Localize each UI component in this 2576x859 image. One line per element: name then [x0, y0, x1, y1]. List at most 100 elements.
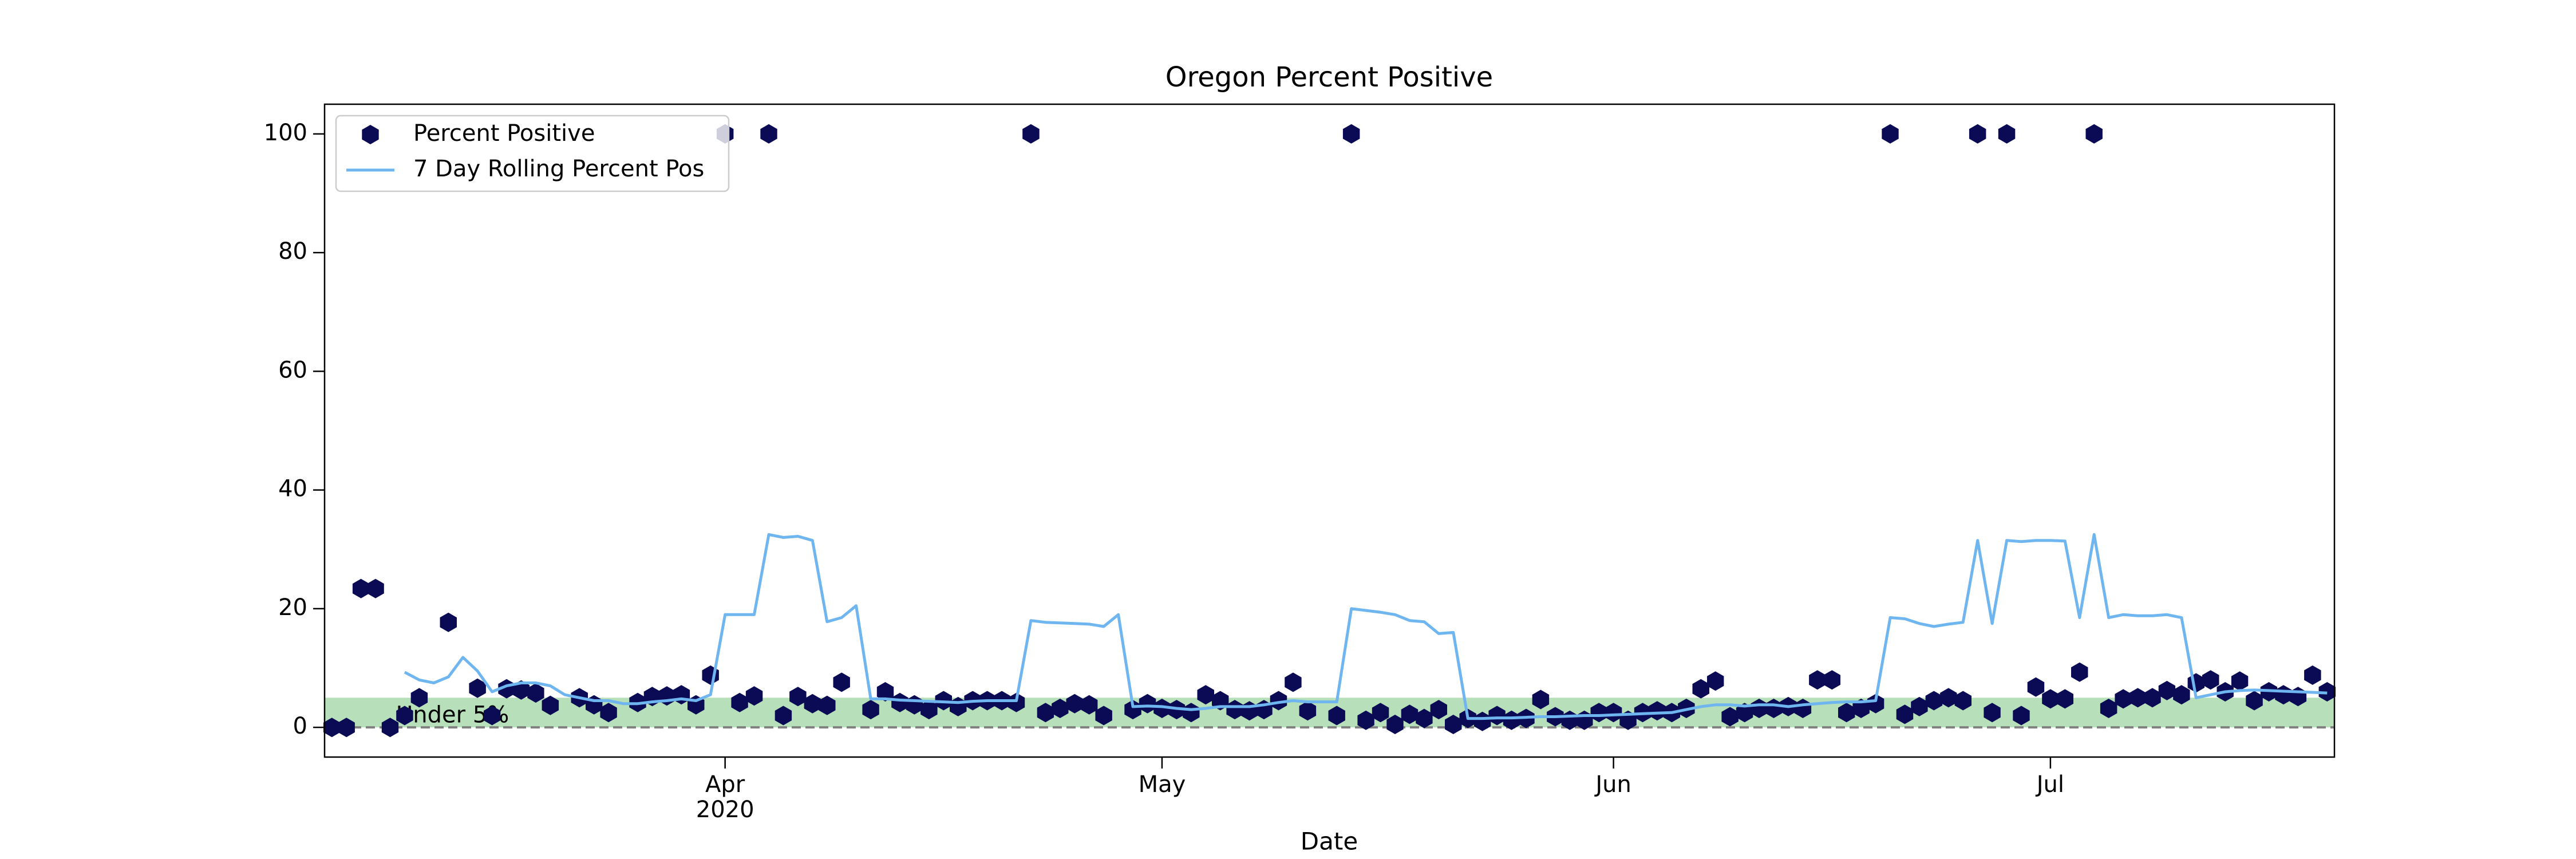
- data-point: [1285, 672, 1302, 692]
- data-point: [440, 612, 457, 632]
- data-point: [1896, 704, 1914, 724]
- legend-marker: [362, 125, 379, 144]
- data-point: [1416, 708, 1433, 728]
- data-point: [1445, 715, 1462, 734]
- data-point: [804, 693, 821, 714]
- data-point: [1838, 703, 1855, 723]
- data-point: [1809, 670, 1826, 690]
- data-point: [2144, 688, 2161, 708]
- data-point: [338, 718, 355, 738]
- data-point: [1721, 707, 1739, 727]
- data-point: [1969, 124, 1986, 144]
- data-point: [1882, 124, 1899, 144]
- y-tick-label: 80: [278, 238, 307, 265]
- data-point: [731, 692, 748, 712]
- data-point: [876, 682, 894, 702]
- data-point: [352, 578, 370, 598]
- x-axis-label: Date: [1301, 828, 1358, 856]
- data-point: [2173, 685, 2190, 705]
- data-point: [1197, 685, 1214, 705]
- data-point: [542, 695, 559, 715]
- plot-frame: [323, 103, 2336, 758]
- data-point: [1925, 691, 1943, 711]
- data-point: [2085, 124, 2103, 144]
- data-point: [1022, 124, 1040, 144]
- data-point: [2115, 689, 2132, 709]
- chart-title: Oregon Percent Positive: [1165, 61, 1493, 93]
- data-point: [381, 718, 399, 738]
- data-point: [1488, 706, 1506, 726]
- data-point: [483, 706, 501, 726]
- data-point: [2042, 689, 2059, 709]
- data-point: [789, 687, 807, 707]
- data-point: [1532, 689, 1550, 710]
- data-point: [2202, 670, 2219, 690]
- data-point: [323, 718, 341, 738]
- data-point: [1692, 679, 1709, 699]
- data-point: [862, 700, 879, 720]
- data-point: [1081, 695, 1098, 715]
- data-point: [1270, 691, 1287, 711]
- data-point: [1052, 699, 1069, 718]
- data-point: [1430, 700, 1447, 720]
- data-point: [1299, 701, 1317, 721]
- data-point: [1649, 701, 1666, 721]
- data-point: [1372, 703, 1389, 723]
- data-point: [2246, 691, 2263, 711]
- data-point: [1998, 124, 2016, 144]
- data-point: [1226, 700, 1243, 720]
- data-point: [2129, 688, 2147, 708]
- data-point: [775, 706, 792, 726]
- data-point: [1867, 693, 1884, 714]
- data-point: [1183, 703, 1200, 723]
- data-point: [1342, 124, 1360, 144]
- data-point: [833, 672, 850, 692]
- x-tick-label: Jul: [2035, 771, 2064, 798]
- data-point: [2013, 706, 2030, 726]
- data-point: [527, 683, 544, 703]
- data-point: [600, 703, 617, 723]
- data-point: [2231, 671, 2249, 691]
- data-point: [1503, 710, 1520, 730]
- data-point: [2304, 665, 2321, 685]
- data-point: [2100, 699, 2117, 718]
- data-point: [2158, 680, 2176, 700]
- data-point: [2071, 662, 2088, 682]
- data-point: [367, 578, 384, 598]
- y-tick-label: 0: [293, 713, 307, 739]
- data-point: [891, 692, 908, 712]
- data-point: [1139, 693, 1156, 714]
- data-point: [920, 700, 938, 720]
- data-point: [745, 686, 763, 706]
- data-point: [1037, 703, 1054, 723]
- data-point: [469, 678, 486, 698]
- x-tick-label: Jun: [1594, 771, 1631, 798]
- data-point: [410, 688, 428, 708]
- data-point: [1707, 671, 1724, 691]
- x-tick-label: May: [1139, 771, 1186, 798]
- data-point: [1008, 692, 1025, 712]
- y-tick-label: 100: [264, 120, 307, 146]
- legend-label: 7 Day Rolling Percent Pos: [413, 156, 704, 182]
- data-point: [1911, 696, 1928, 716]
- data-point: [1401, 704, 1419, 724]
- y-tick-label: 60: [278, 357, 307, 383]
- data-point: [1823, 670, 1840, 690]
- data-point: [819, 695, 836, 715]
- data-point: [1153, 699, 1171, 718]
- data-point: [1066, 693, 1083, 714]
- data-point: [2187, 673, 2204, 693]
- data-point: [1386, 715, 1404, 734]
- legend-label: Percent Positive: [413, 120, 595, 147]
- data-point: [760, 124, 777, 144]
- data-point: [1328, 706, 1345, 726]
- data-point: [1984, 703, 2001, 723]
- data-point: [1954, 691, 1971, 711]
- x-tick-label: Apr 2020: [696, 771, 754, 823]
- data-point: [396, 706, 413, 726]
- data-point: [1095, 706, 1112, 726]
- y-tick-label: 20: [278, 594, 307, 621]
- rolling-line: [404, 533, 2328, 720]
- data-point: [1124, 700, 1141, 720]
